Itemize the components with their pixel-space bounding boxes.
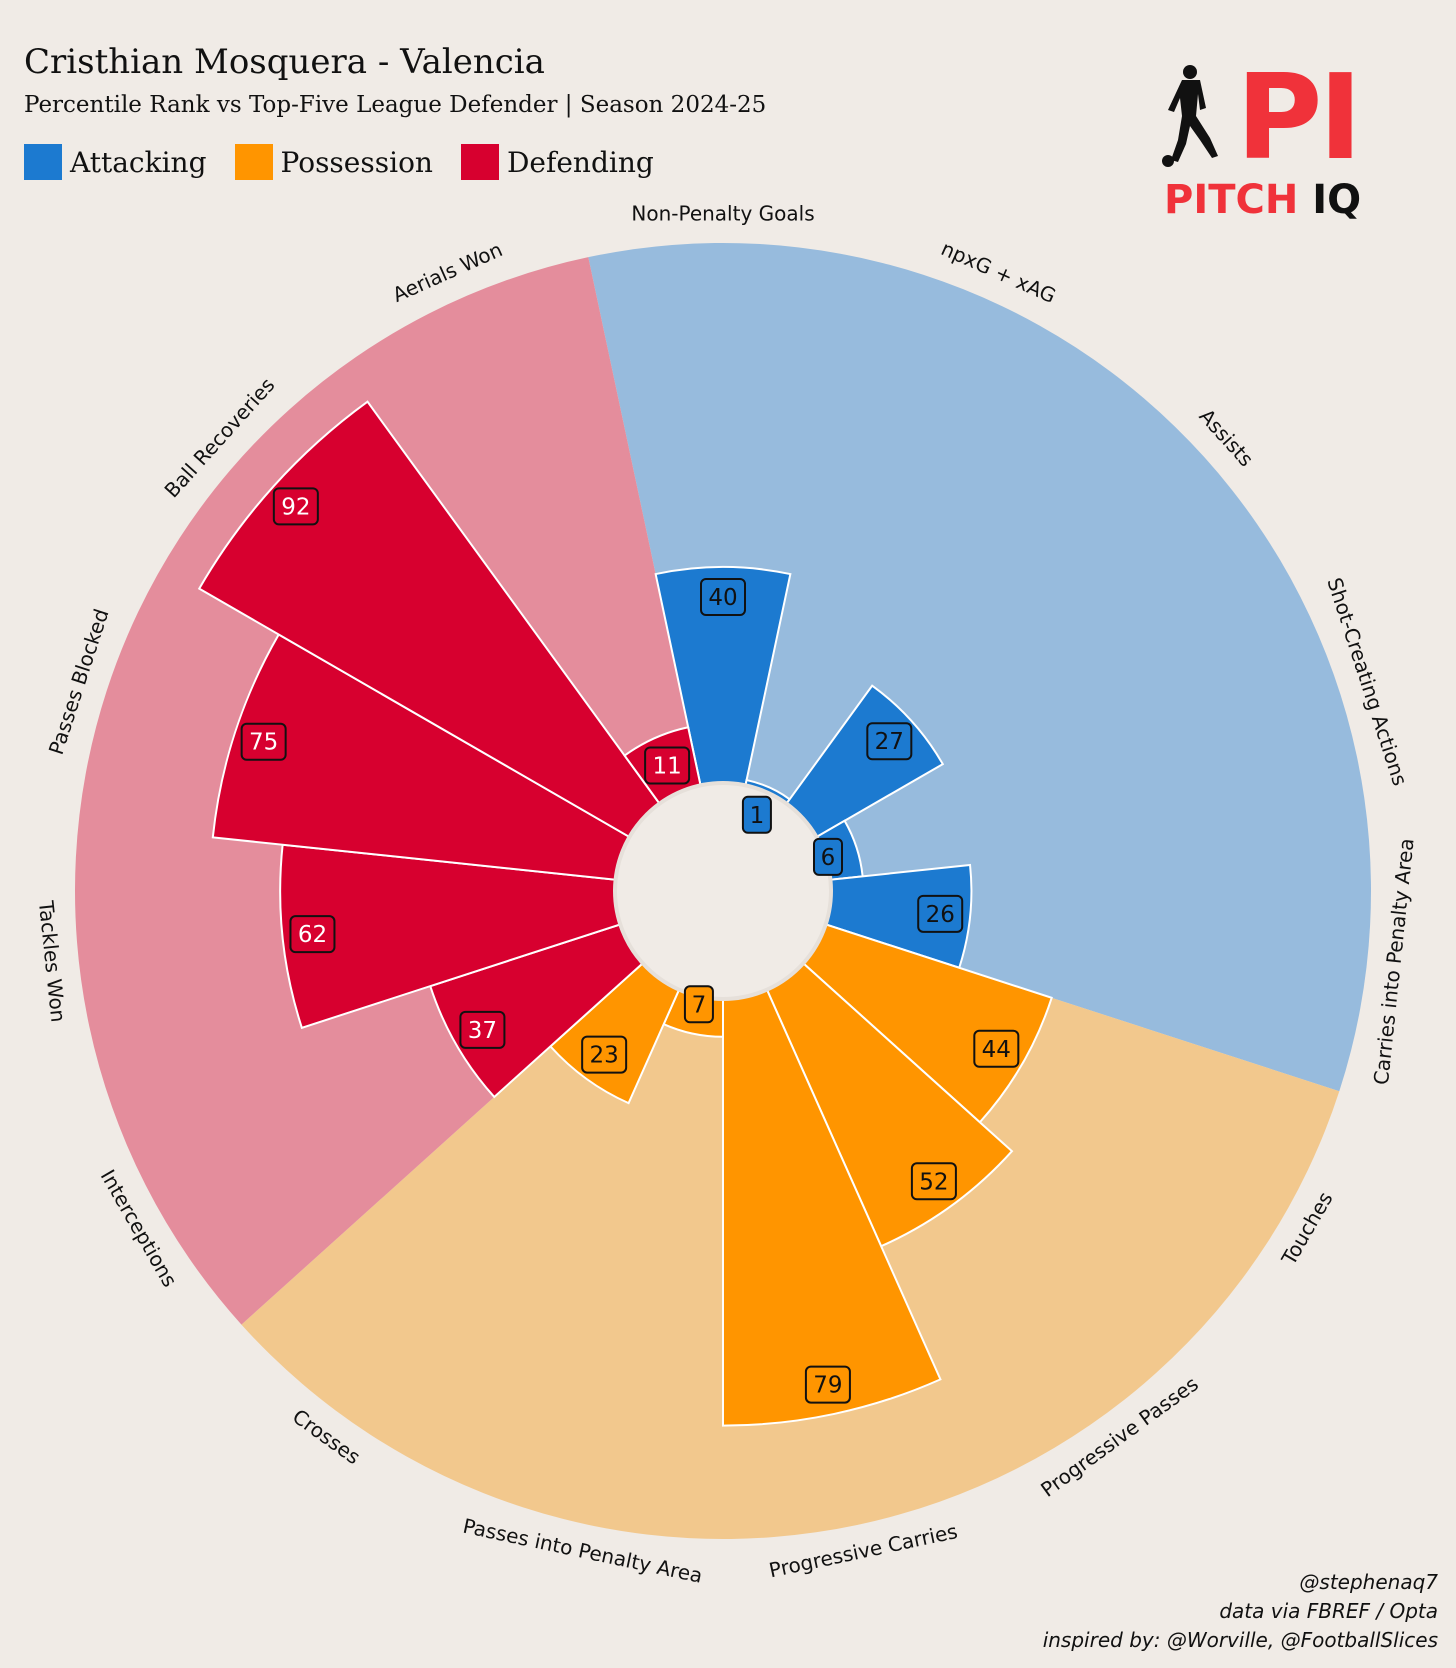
chart-title: Cristhian Mosquera - Valencia (24, 42, 545, 82)
legend-item-defending: Defending (460, 144, 654, 180)
value-box (866, 722, 913, 761)
value-box (240, 722, 287, 761)
category-label-carries-into-penalty-area: Carries into Penalty Area (1369, 837, 1419, 1086)
category-label-non-penalty-goals: Non-Penalty Goals (631, 202, 814, 226)
value-label-passes-into-penalty-area: 7 (683, 985, 714, 1024)
value-text: 92 (281, 494, 310, 520)
value-text: 75 (249, 730, 278, 756)
legend-swatch-attacking (24, 144, 62, 180)
legend-item-attacking: Attacking (24, 144, 207, 180)
value-text: 26 (926, 902, 955, 928)
value-label-crosses: 23 (581, 1035, 628, 1074)
value-text: 1 (750, 803, 765, 829)
value-label-ball-recoveries: 92 (272, 487, 319, 526)
credit-inspiration: inspired by: @Worville, @FootballSlices (1042, 1628, 1438, 1652)
value-label-non-penalty-goals: 40 (700, 578, 746, 616)
value-box (917, 894, 964, 933)
value-box (581, 1035, 628, 1074)
footballer-silhouette-icon (1162, 65, 1218, 167)
value-box (804, 1365, 851, 1404)
bar-progressive-carries (722, 890, 942, 1427)
value-box (700, 578, 746, 616)
value-text: 44 (982, 1037, 1011, 1063)
bar-non-penalty-goals (654, 566, 792, 892)
value-label-npxg-xag: 1 (741, 795, 772, 834)
value-box (272, 487, 319, 526)
credit-author: @stephenaq7 (1299, 1570, 1438, 1594)
value-label-tackles-won: 62 (289, 915, 336, 954)
value-box (289, 915, 336, 954)
value-text: 37 (468, 1018, 497, 1044)
pitch-iq-logo: PI PITCH IQ (1160, 58, 1380, 228)
value-box (910, 1162, 957, 1201)
value-text: 40 (708, 585, 737, 611)
legend-item-possession: Possession (234, 144, 433, 180)
logo-word-iq: IQ (1312, 177, 1362, 223)
legend-swatch-possession (234, 144, 273, 180)
value-box (973, 1029, 1020, 1068)
logo-mark: PI (1236, 48, 1362, 186)
value-text: 79 (813, 1373, 842, 1399)
value-text: 62 (298, 922, 327, 948)
value-label-progressive-carries: 79 (804, 1365, 851, 1404)
value-label-interceptions: 37 (459, 1010, 506, 1049)
value-label-assists: 27 (866, 722, 913, 761)
value-label-passes-blocked: 75 (240, 722, 287, 761)
center-hub (613, 781, 833, 1001)
logo-wordmark: PITCH IQ (1164, 178, 1361, 222)
bar-ball-recoveries (197, 400, 724, 892)
legend: Attacking Possession Defending (24, 144, 682, 180)
value-label-shot-creating-actions: 6 (812, 837, 843, 876)
credits: @stephenaq7 data via FBREF / Opta inspir… (1043, 1568, 1438, 1655)
value-label-aerials-won: 11 (644, 746, 691, 785)
legend-label-defending: Defending (506, 145, 654, 179)
value-box (741, 795, 772, 834)
value-box (459, 1010, 506, 1049)
legend-label-possession: Possession (280, 145, 433, 179)
value-text: 27 (875, 729, 904, 755)
value-text: 11 (652, 753, 681, 779)
chart-subtitle: Percentile Rank vs Top-Five League Defen… (24, 92, 767, 118)
legend-label-attacking: Attacking (70, 145, 207, 179)
value-text: 52 (919, 1169, 948, 1195)
value-text: 7 (692, 992, 707, 1018)
value-label-touches: 44 (973, 1029, 1020, 1068)
value-box (683, 985, 714, 1024)
logo-word-pitch: PITCH (1164, 177, 1299, 223)
value-box (644, 746, 691, 785)
category-label-tackles-won: Tackles Won (34, 899, 71, 1024)
value-text: 6 (821, 845, 836, 871)
credit-source: data via FBREF / Opta (1219, 1599, 1438, 1623)
value-label-carries-into-penalty-area: 26 (917, 894, 964, 933)
value-label-progressive-passes: 52 (910, 1162, 957, 1201)
value-text: 23 (590, 1043, 619, 1069)
legend-swatch-defending (460, 144, 499, 180)
value-box (812, 837, 843, 876)
